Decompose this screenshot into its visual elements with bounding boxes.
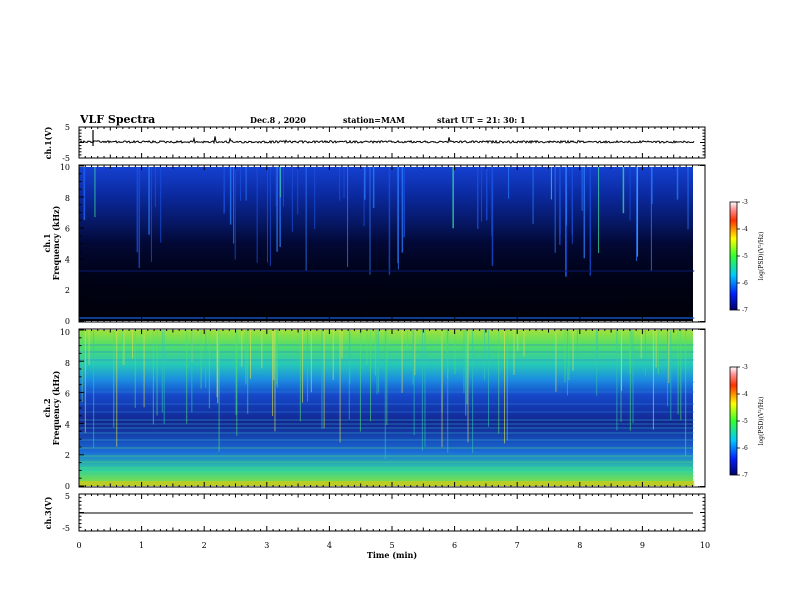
time-tick-label: 2 bbox=[202, 541, 207, 550]
ch1-wave-ylabel: ch.1(V) bbox=[43, 126, 53, 159]
freq-tick-label: 2 bbox=[65, 286, 70, 295]
ch1-colorbar bbox=[729, 201, 738, 311]
ch2-spec-ylabel-channel: ch.2 bbox=[42, 398, 52, 417]
header-start-time: start UT = 21: 30: 1 bbox=[437, 115, 526, 125]
time-tick-label: 10 bbox=[700, 541, 710, 550]
ch1-waveform-line bbox=[79, 136, 695, 145]
time-tick-label: 9 bbox=[640, 541, 645, 550]
time-tick-label: 5 bbox=[389, 541, 394, 550]
header-date: Dec.8 , 2020 bbox=[250, 115, 306, 125]
time-tick-label: 0 bbox=[76, 541, 81, 550]
time-tick-label: 6 bbox=[452, 541, 457, 550]
colorbar-tick-label: -6 bbox=[742, 445, 748, 452]
colorbar-tick-label: -7 bbox=[742, 307, 748, 314]
time-tick-label: 1 bbox=[139, 541, 144, 550]
ch2-spec-ylabel-frequency: Frequency (kHz) bbox=[51, 370, 61, 445]
ch1-spectrogram-yticklabels: 0 2 4 6 8 10 bbox=[60, 163, 70, 326]
ch1-spectrogram-streaks bbox=[79, 167, 695, 319]
ch1-wave-ytick-top: 5 bbox=[65, 123, 70, 132]
colorbar-tick-label: -4 bbox=[742, 391, 748, 398]
ch1-spectrogram-frame bbox=[78, 164, 706, 323]
colorbar-tick-label: -7 bbox=[742, 472, 748, 479]
time-axis-ticklabels: 0 1 2 3 4 5 6 7 8 9 10 bbox=[76, 541, 710, 550]
ch2-spectrogram-nodata bbox=[694, 330, 705, 486]
time-tick-label: 7 bbox=[515, 541, 520, 550]
freq-tick-label: 10 bbox=[60, 163, 70, 172]
ch3-wave-ytick-bottom: -5 bbox=[62, 524, 70, 533]
ch3-wave-ylabel: ch.3(V) bbox=[43, 496, 53, 529]
ch2-bottom-band bbox=[79, 481, 695, 486]
ch1-spec-ylabel-frequency: Frequency (kHz) bbox=[51, 205, 61, 280]
ch2-spectrogram-streaks bbox=[81, 330, 687, 459]
colorbar-tick-label: -3 bbox=[742, 199, 748, 206]
ch1-wave-ytick-bottom: -5 bbox=[62, 154, 70, 163]
time-tick-label: 4 bbox=[327, 541, 332, 550]
freq-tick-label: 6 bbox=[65, 390, 70, 399]
ch1-spectrogram-nodata bbox=[694, 166, 705, 321]
freq-tick-label: 0 bbox=[65, 317, 70, 326]
freq-tick-label: 8 bbox=[65, 359, 70, 368]
ch2-spectrogram-yticklabels: 0 2 4 6 8 10 bbox=[60, 328, 70, 491]
ch1-colorbar-label: log(PSD)(V²/Hz) bbox=[758, 232, 765, 281]
time-tick-label: 3 bbox=[264, 541, 269, 550]
ch1-spec-ylabel-channel: ch.1 bbox=[42, 233, 52, 252]
freq-tick-label: 6 bbox=[65, 225, 70, 234]
ch1-spectrogram-fill bbox=[79, 167, 693, 321]
ch2-colorbar-label: log(PSD)(V²/Hz) bbox=[758, 397, 765, 446]
ch1-colorbar-ticks: -3 -4 -5 -6 -7 bbox=[737, 199, 748, 314]
ch2-spectrogram-frame bbox=[78, 328, 706, 488]
colorbar-tick-label: -5 bbox=[742, 418, 748, 425]
colorbar-tick-label: -4 bbox=[742, 226, 748, 233]
freq-tick-label: 8 bbox=[65, 194, 70, 203]
x-axis-label: Time (min) bbox=[367, 550, 417, 560]
freq-tick-label: 4 bbox=[65, 255, 70, 264]
colorbar-tick-label: -5 bbox=[742, 253, 748, 260]
ch3-wave-ytick-top: 5 bbox=[65, 492, 70, 501]
colorbar-tick-label: -6 bbox=[742, 280, 748, 287]
colorbar-tick-label: -3 bbox=[742, 364, 748, 371]
ch2-spectrogram-fill bbox=[79, 330, 693, 486]
ch2-colorbar-ticks: -3 -4 -5 -6 -7 bbox=[737, 364, 748, 479]
freq-tick-label: 10 bbox=[60, 328, 70, 337]
ch2-colorbar bbox=[729, 366, 738, 476]
header-station: station=MAM bbox=[343, 115, 405, 125]
freq-tick-label: 2 bbox=[65, 451, 70, 460]
freq-tick-label: 4 bbox=[65, 420, 70, 429]
freq-tick-label: 0 bbox=[65, 482, 70, 491]
time-tick-label: 8 bbox=[577, 541, 582, 550]
figure-title: VLF Spectra bbox=[79, 113, 155, 126]
